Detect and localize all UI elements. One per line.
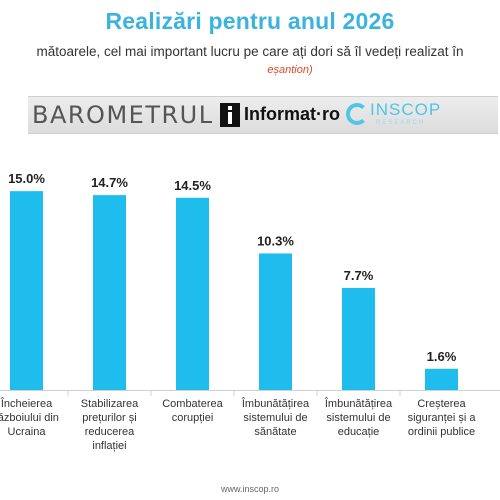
chart-title: Realizări pentru anul 2026 — [105, 8, 395, 34]
bar-3 — [259, 253, 292, 390]
inscop-logo-text: INSCOP — [370, 100, 442, 119]
value-label-4: 7.7% — [344, 268, 374, 283]
category-label-3: Îmbunătățirea sistemului de sănătate — [241, 397, 310, 438]
informat-logo-text: Informat·ro — [244, 104, 340, 124]
value-label-1: 14.7% — [91, 175, 128, 190]
bar-2 — [176, 197, 209, 390]
value-label-3: 10.3% — [257, 233, 294, 248]
barometrul-logo: BAROMETRUL — [32, 101, 214, 129]
category-label-2: Combaterea corupției — [162, 398, 223, 424]
category-label-4: Îmbunătățirea sistemului de educație — [324, 397, 393, 438]
bar-5 — [425, 368, 458, 390]
bar-0 — [10, 191, 43, 390]
informat-logo-icon — [220, 103, 240, 127]
category-label-5: Creșterea siguranței și a ordinii publice — [408, 398, 477, 438]
category-label-1: Stabilizarea prețurilor și reducerea inflaț… — [81, 398, 139, 452]
bar-1 — [93, 195, 126, 390]
inscop-logo: INSCOP RESEARCH — [346, 99, 496, 131]
bar-4 — [342, 287, 375, 390]
inscop-logo-subtext: RESEARCH — [376, 120, 426, 126]
footer-url: www.inscop.ro — [220, 484, 280, 494]
logo-banner: BAROMETRUL Informat·ro INSCOP RESEARCH — [28, 96, 498, 134]
inscop-swoosh-icon — [346, 103, 368, 125]
category-label-0: Încheierea războiului din Ucraina — [0, 397, 59, 438]
value-label-2: 14.5% — [174, 178, 211, 193]
subtitle-note: eșantion) — [267, 64, 313, 76]
chart-subtitle: mătoarele, cel mai important lucru pe ca… — [36, 44, 464, 59]
value-label-0: 15.0% — [8, 171, 45, 186]
value-label-5: 1.6% — [427, 349, 457, 364]
